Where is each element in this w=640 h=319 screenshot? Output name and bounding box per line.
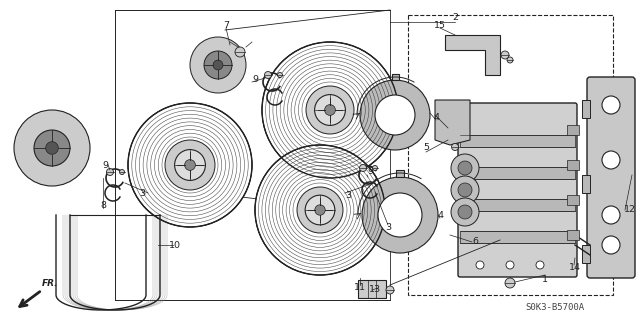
Bar (567, 125, 579, 135)
Bar (460, 199, 575, 211)
Circle shape (120, 169, 125, 174)
Circle shape (451, 176, 479, 204)
Bar (460, 135, 575, 147)
Text: 3: 3 (345, 190, 351, 199)
Bar (460, 167, 575, 179)
Circle shape (501, 51, 509, 59)
FancyBboxPatch shape (458, 103, 577, 277)
Circle shape (362, 177, 438, 253)
Text: 12: 12 (624, 205, 636, 214)
Text: 9: 9 (252, 76, 258, 85)
Circle shape (536, 261, 544, 269)
Text: 2: 2 (452, 13, 458, 23)
Circle shape (602, 236, 620, 254)
Bar (408, 15, 613, 295)
Circle shape (378, 193, 422, 237)
Circle shape (262, 42, 398, 178)
Bar (567, 195, 579, 205)
Circle shape (602, 206, 620, 224)
Text: 3: 3 (385, 224, 391, 233)
Text: 4: 4 (433, 113, 439, 122)
Text: 8: 8 (100, 201, 106, 210)
Circle shape (175, 150, 205, 181)
Circle shape (184, 160, 195, 170)
Circle shape (308, 198, 332, 222)
Circle shape (204, 51, 232, 79)
Text: 4: 4 (437, 211, 443, 219)
Circle shape (278, 72, 282, 78)
Text: 13: 13 (369, 286, 381, 294)
Bar (358, 280, 386, 298)
Circle shape (451, 198, 479, 226)
Circle shape (602, 96, 620, 114)
Circle shape (458, 161, 472, 175)
Circle shape (360, 165, 367, 172)
Text: 9: 9 (102, 160, 108, 169)
Circle shape (476, 261, 484, 269)
Text: 3: 3 (139, 189, 145, 197)
Circle shape (372, 166, 378, 170)
Circle shape (458, 183, 472, 197)
Circle shape (213, 60, 223, 70)
Text: 11: 11 (354, 284, 366, 293)
Bar (567, 230, 579, 240)
Circle shape (14, 110, 90, 186)
Circle shape (451, 144, 458, 151)
Bar (582, 245, 590, 263)
Circle shape (165, 140, 215, 190)
Polygon shape (445, 35, 500, 75)
Circle shape (128, 103, 252, 227)
Circle shape (458, 205, 472, 219)
Circle shape (451, 154, 479, 182)
Circle shape (375, 95, 415, 135)
Text: 10: 10 (169, 241, 181, 249)
FancyBboxPatch shape (587, 77, 635, 278)
Circle shape (360, 80, 430, 150)
Bar (460, 231, 575, 243)
Circle shape (326, 106, 334, 114)
Circle shape (316, 206, 324, 214)
Circle shape (45, 142, 58, 154)
Circle shape (34, 130, 70, 166)
Circle shape (106, 168, 113, 175)
Circle shape (186, 160, 195, 170)
Text: S0K3-B5700A: S0K3-B5700A (525, 303, 584, 313)
Circle shape (255, 145, 385, 275)
Text: 9: 9 (367, 167, 373, 176)
Circle shape (324, 105, 335, 115)
Text: FR.: FR. (42, 279, 58, 288)
Circle shape (505, 278, 515, 288)
Circle shape (315, 205, 325, 215)
Text: 1: 1 (542, 276, 548, 285)
Text: 5: 5 (423, 144, 429, 152)
Polygon shape (396, 170, 404, 177)
Bar (582, 100, 590, 118)
Text: 14: 14 (569, 263, 581, 272)
Circle shape (190, 37, 246, 93)
Polygon shape (435, 100, 470, 145)
Circle shape (315, 95, 346, 125)
Circle shape (386, 286, 394, 294)
Text: 7: 7 (223, 20, 229, 29)
Circle shape (264, 71, 271, 78)
Text: 15: 15 (434, 20, 446, 29)
Circle shape (507, 57, 513, 63)
Circle shape (235, 47, 245, 57)
Circle shape (305, 195, 335, 225)
Circle shape (318, 98, 342, 122)
Circle shape (306, 86, 354, 134)
Circle shape (177, 152, 203, 178)
Text: 6: 6 (472, 238, 478, 247)
Polygon shape (392, 74, 399, 80)
Circle shape (297, 187, 343, 233)
Circle shape (506, 261, 514, 269)
Bar (567, 160, 579, 170)
Bar (582, 175, 590, 193)
Circle shape (602, 151, 620, 169)
